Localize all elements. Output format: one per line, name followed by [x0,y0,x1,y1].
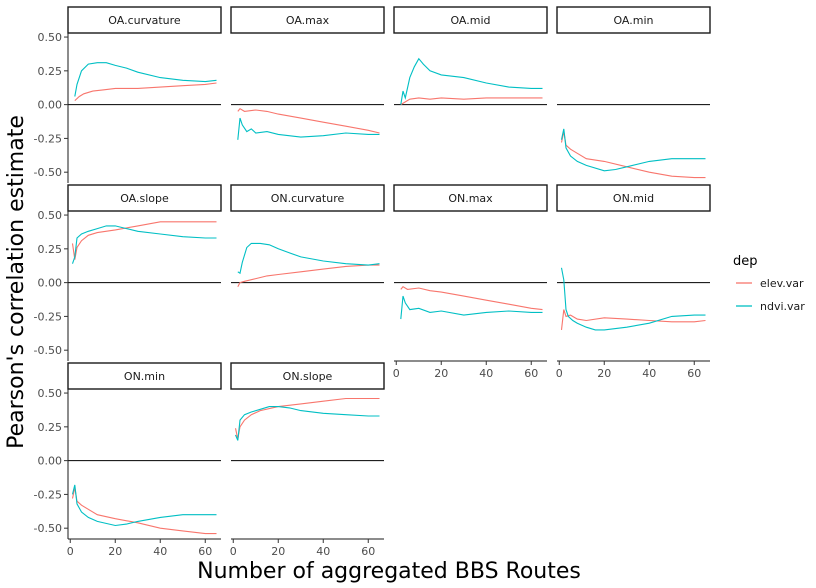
series-line-on-mid-ndvi-var [560,267,706,331]
series-line-oa-slope-ndvi-var [71,225,217,264]
x-tick-label: 0 [230,545,237,558]
x-tick-label: 20 [271,545,285,558]
strip-label-oa-slope: OA.slope [120,192,169,205]
y-tick-label: -0.50 [34,522,62,535]
strip-label-oa-min: OA.min [613,14,653,27]
strip-label-oa-max: OA.max [286,14,330,27]
x-tick-label: 20 [434,367,448,380]
series-line-on-curvature-elev-var [237,264,380,287]
strip-oa-mid [393,6,548,34]
series-line-on-slope-ndvi-var [234,406,380,441]
strip-label-on-min: ON.min [124,370,165,383]
series-line-oa-max-elev-var [237,107,380,134]
legend-title: dep [733,254,758,269]
y-axis-title-text: Pearson's correlation estimate [4,115,29,449]
legend-label-elev-var: elev.var [760,277,804,290]
series-line-oa-min-elev-var [560,131,706,179]
strip-oa-min [556,6,711,34]
strip-label-on-mid: ON.mid [613,192,654,205]
y-tick-label: -0.25 [34,488,62,501]
y-tick-label: 0.00 [38,99,63,112]
strip-label-on-max: ON.max [448,192,493,205]
strip-label-oa-curvature: OA.curvature [108,14,181,27]
strip-oa-max [230,6,385,34]
x-tick-label: 60 [687,367,701,380]
strip-on-min [67,362,222,390]
x-tick-label: 20 [108,545,122,558]
y-tick-label: 0.25 [38,243,63,256]
strip-label-oa-mid: OA.mid [450,14,490,27]
strip-label-on-slope: ON.slope [283,370,333,383]
strip-oa-slope [67,184,222,212]
legend-label-ndvi-var: ndvi.var [760,300,805,313]
x-axis-title: Number of aggregated BBS Routes [197,559,581,584]
y-tick-label: 0.50 [38,387,63,400]
y-tick-label: 0.25 [38,421,63,434]
x-tick-label: 0 [393,367,400,380]
series-line-oa-curvature-ndvi-var [74,62,217,97]
y-tick-label: -0.25 [34,310,62,323]
series-line-oa-mid-elev-var [400,97,543,106]
y-tick-label: 0.00 [38,277,63,290]
strip-label-on-curvature: ON.curvature [271,192,345,205]
strip-on-max [393,184,548,212]
strip-on-mid [556,184,711,212]
x-tick-label: 40 [316,545,330,558]
series-line-on-mid-elev-var [560,309,706,330]
series-line-oa-min-ndvi-var [560,128,706,172]
y-tick-label: 0.00 [38,455,63,468]
series-line-oa-curvature-elev-var [74,82,217,102]
y-tick-label: 0.50 [38,209,63,222]
x-tick-label: 40 [642,367,656,380]
series-line-on-slope-elev-var [234,397,380,440]
x-tick-label: 20 [597,367,611,380]
y-tick-label: -0.25 [34,132,62,145]
series-line-oa-slope-elev-var [71,221,217,260]
series-line-oa-max-ndvi-var [237,117,380,140]
strip-on-slope [230,362,385,390]
y-tick-label: -0.50 [34,166,62,179]
series-line-on-max-elev-var [400,285,543,311]
series-line-on-curvature-ndvi-var [237,242,380,275]
y-tick-label: -0.50 [34,344,62,357]
x-tick-label: 40 [153,545,167,558]
x-tick-label: 0 [67,545,74,558]
x-tick-label: 60 [198,545,212,558]
strip-on-curvature [230,184,385,212]
strip-oa-curvature [67,6,222,34]
x-tick-label: 60 [524,367,538,380]
x-tick-label: 0 [556,367,563,380]
series-line-on-max-ndvi-var [400,295,543,320]
x-tick-label: 40 [479,367,493,380]
y-tick-label: 0.25 [38,65,63,78]
series-line-on-min-ndvi-var [71,484,217,527]
series-line-on-min-elev-var [71,487,217,535]
x-tick-label: 60 [361,545,375,558]
series-line-oa-mid-ndvi-var [400,57,543,105]
y-tick-label: 0.50 [38,31,63,44]
